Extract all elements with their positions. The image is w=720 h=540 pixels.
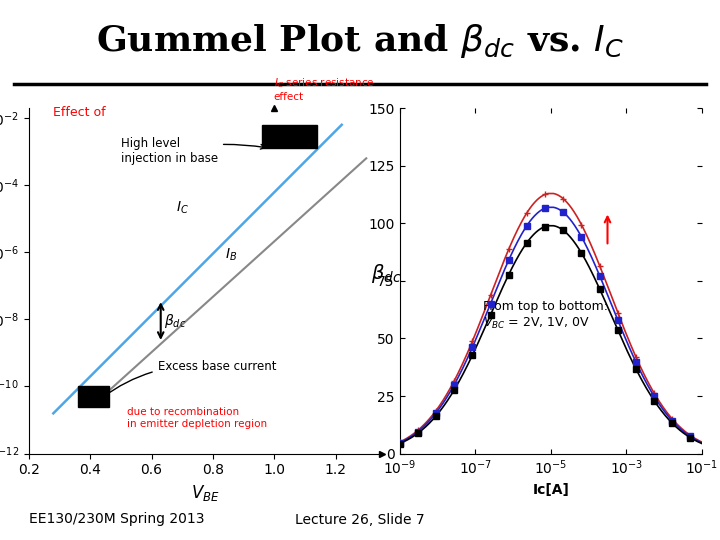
Text: From top to bottom:
$V_{BC}$ = 2V, 1V, 0V: From top to bottom: $V_{BC}$ = 2V, 1V, 0… [483,300,608,330]
Text: EE130/230M Spring 2013: EE130/230M Spring 2013 [29,512,204,526]
Text: High level
injection in base: High level injection in base [121,137,266,165]
Text: Effect of: Effect of [53,106,106,119]
X-axis label: $V_{BE}$: $V_{BE}$ [191,483,220,503]
Text: due to recombination
in emitter depletion region: due to recombination in emitter depletio… [127,407,267,429]
Bar [78,387,109,407]
Text: $I_C$ series resistance
effect: $I_C$ series resistance effect [274,77,374,102]
Text: Excess base current: Excess base current [103,360,276,397]
Text: $I_B$: $I_B$ [225,247,238,264]
Text: Lecture 26, Slide 7: Lecture 26, Slide 7 [295,512,425,526]
Text: $\beta_{dc}$: $\beta_{dc}$ [163,312,186,330]
Text: $\beta_{dc}$: $\beta_{dc}$ [371,262,401,285]
Text: $I_C$: $I_C$ [176,200,189,217]
Bar [262,125,318,148]
Text: Gummel Plot and $\beta_{dc}$ vs. $I_C$: Gummel Plot and $\beta_{dc}$ vs. $I_C$ [96,22,624,59]
X-axis label: Ic[A]: Ic[A] [532,483,570,497]
